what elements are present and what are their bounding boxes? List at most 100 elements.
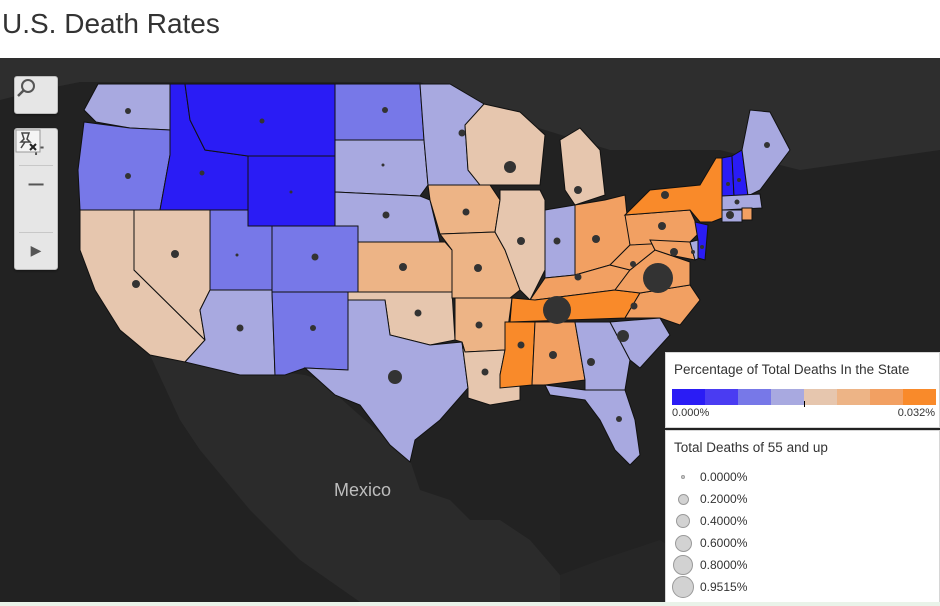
dot-nebraska: [382, 211, 390, 219]
state-louisiana: [461, 341, 521, 406]
dot-pennsylvania: [658, 222, 666, 230]
size-legend-circle: [672, 576, 694, 598]
state-mississippi: [499, 321, 536, 389]
dot-west-virginia: [630, 261, 636, 267]
expand-toolbar-button[interactable]: ▶: [15, 233, 57, 269]
state-north-dakota: [334, 83, 425, 141]
dot-ohio: [592, 235, 600, 243]
dot-missouri: [474, 264, 482, 272]
size-legend-label: 0.6000%: [700, 536, 748, 550]
search-icon: [17, 79, 35, 97]
dot-tennessee: [543, 296, 571, 324]
dot-indiana: [553, 237, 561, 245]
dot-illinois: [517, 237, 525, 245]
size-legend-item: 0.4000%: [666, 511, 747, 531]
dot-georgia: [587, 358, 595, 366]
state-alabama: [531, 321, 586, 386]
dot-oregon: [125, 173, 131, 179]
size-legend-label: 0.0000%: [700, 470, 748, 484]
dot-arkansas: [475, 321, 483, 329]
dot-iowa: [462, 208, 470, 216]
state-massachusetts: [721, 193, 763, 211]
mexico-land: [150, 355, 560, 602]
state-florida: [544, 384, 641, 466]
map-view[interactable]: + − ▶ Mexico: [0, 58, 940, 602]
dot-maine: [764, 142, 770, 148]
dot-vermont: [726, 182, 730, 186]
minus-icon: −: [25, 170, 47, 198]
state-wisconsin: [464, 103, 546, 186]
page-title: U.S. Death Rates: [2, 8, 220, 39]
dot-michigan: [574, 186, 582, 194]
zoom-toolbar: + − ▶: [14, 128, 58, 270]
dot-colorado: [311, 253, 319, 261]
ramp-swatch: [705, 389, 738, 405]
play-icon: ▶: [30, 243, 42, 259]
size-legend-label: 0.9515%: [700, 580, 748, 594]
us-map[interactable]: [0, 58, 940, 602]
dot-delaware: [691, 250, 695, 254]
size-legend-item: 0.9515%: [666, 576, 748, 598]
dot-nevada: [171, 250, 179, 258]
dot-kansas: [399, 263, 407, 271]
state-oregon: [77, 121, 171, 211]
search-toolbar: [14, 76, 58, 114]
dot-south-carolina: [617, 330, 629, 342]
search-button[interactable]: [15, 77, 57, 113]
ramp-swatch: [771, 389, 804, 405]
size-legend-label: 0.8000%: [700, 558, 748, 572]
dot-wisconsin: [504, 161, 516, 173]
dot-new-york: [661, 191, 669, 199]
unpin-icon: [15, 129, 41, 153]
dot-new-jersey: [700, 245, 704, 249]
dot-kentucky: [574, 273, 582, 281]
ramp-swatch: [738, 389, 771, 405]
ramp-midpoint-tick: [804, 401, 805, 407]
color-legend: Percentage of Total Deaths In the State …: [665, 352, 940, 428]
death-dots[interactable]: [125, 107, 770, 422]
size-legend-item: 0.2000%: [666, 489, 747, 509]
dot-alabama: [549, 351, 557, 359]
dot-california: [132, 280, 140, 288]
state-michigan: [559, 127, 606, 206]
size-legend-title: Total Deaths of 55 and up: [674, 440, 828, 455]
size-legend-circle: [673, 555, 693, 575]
dot-washington: [125, 108, 131, 114]
dot-oklahoma: [414, 309, 422, 317]
state-arkansas: [454, 297, 513, 353]
ramp-swatch: [804, 389, 837, 405]
dot-maryland: [670, 248, 678, 256]
color-ramp: [672, 389, 936, 405]
state-new-mexico: [271, 291, 349, 376]
dot-mississippi: [517, 341, 525, 349]
size-legend-circle: [674, 534, 692, 552]
size-legend-item: 0.6000%: [666, 533, 747, 553]
toolbar-divider: [19, 232, 53, 233]
state-illinois: [494, 189, 546, 301]
dot-new-hampshire: [737, 178, 741, 182]
size-legend: Total Deaths of 55 and up 0.0000% 0.2000%…: [665, 430, 940, 606]
dot-virginia: [643, 263, 673, 293]
ramp-swatch: [837, 389, 870, 405]
state-new-jersey: [694, 221, 709, 261]
dot-idaho: [199, 170, 205, 176]
dot-south-dakota: [381, 163, 385, 167]
dot-louisiana: [481, 368, 489, 376]
country-label-mexico: Mexico: [334, 480, 392, 500]
ramp-swatch: [672, 389, 705, 405]
dot-arizona: [236, 324, 244, 332]
color-ramp-max-label: 0.032%: [897, 407, 935, 419]
dot-connecticut: [726, 211, 734, 219]
dot-montana: [259, 118, 265, 124]
dot-north-carolina: [630, 302, 638, 310]
unpin-map-button[interactable]: [15, 129, 57, 232]
dot-texas: [388, 370, 402, 384]
dot-north-dakota: [382, 107, 388, 113]
color-legend-title: Percentage of Total Deaths In the State: [674, 362, 910, 377]
state-texas: [303, 299, 469, 463]
dot-wyoming: [289, 190, 293, 194]
size-legend-circle: [681, 475, 685, 479]
dot-new-mexico: [310, 325, 316, 331]
bottom-strip: [0, 602, 940, 606]
zoom-out-button[interactable]: −: [15, 166, 57, 202]
